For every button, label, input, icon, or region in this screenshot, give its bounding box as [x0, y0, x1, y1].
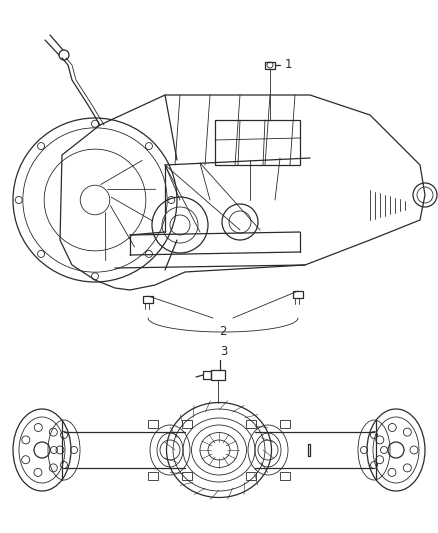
Bar — [246, 420, 256, 428]
Bar — [246, 472, 256, 480]
Bar — [182, 472, 192, 480]
Text: 3: 3 — [220, 345, 227, 358]
Bar — [203, 371, 211, 379]
Text: 2: 2 — [219, 325, 227, 338]
Ellipse shape — [150, 425, 190, 475]
Bar — [280, 420, 290, 428]
Bar — [148, 420, 158, 428]
Bar — [265, 62, 275, 69]
Bar — [211, 370, 225, 380]
Bar — [148, 472, 158, 480]
Bar — [293, 291, 303, 298]
Bar — [280, 472, 290, 480]
Bar — [143, 296, 153, 303]
Text: 1: 1 — [285, 59, 293, 71]
Bar — [215, 120, 300, 165]
Ellipse shape — [248, 425, 288, 475]
Bar — [182, 420, 192, 428]
